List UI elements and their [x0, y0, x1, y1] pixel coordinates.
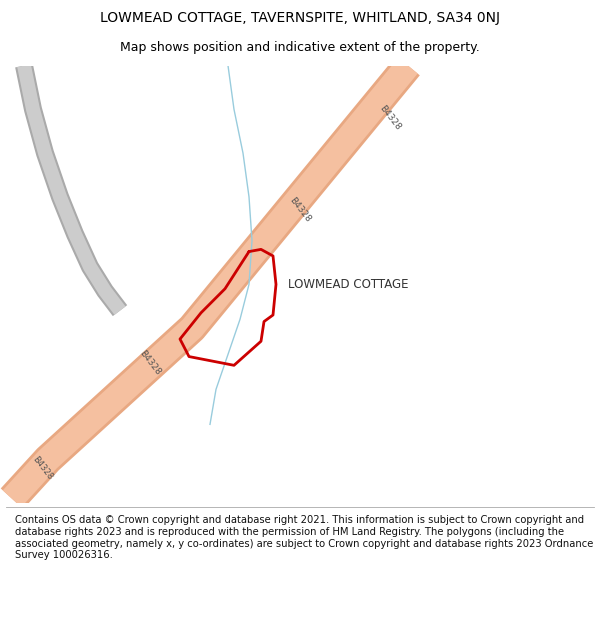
Text: B4328: B4328 — [287, 196, 313, 224]
Text: Contains OS data © Crown copyright and database right 2021. This information is : Contains OS data © Crown copyright and d… — [15, 515, 593, 560]
Text: LOWMEAD COTTAGE, TAVERNSPITE, WHITLAND, SA34 0NJ: LOWMEAD COTTAGE, TAVERNSPITE, WHITLAND, … — [100, 11, 500, 26]
Text: B4328: B4328 — [377, 104, 403, 132]
Text: Map shows position and indicative extent of the property.: Map shows position and indicative extent… — [120, 41, 480, 54]
Text: B4328: B4328 — [137, 349, 163, 378]
Text: B4328: B4328 — [30, 454, 54, 482]
Text: LOWMEAD COTTAGE: LOWMEAD COTTAGE — [288, 278, 408, 291]
